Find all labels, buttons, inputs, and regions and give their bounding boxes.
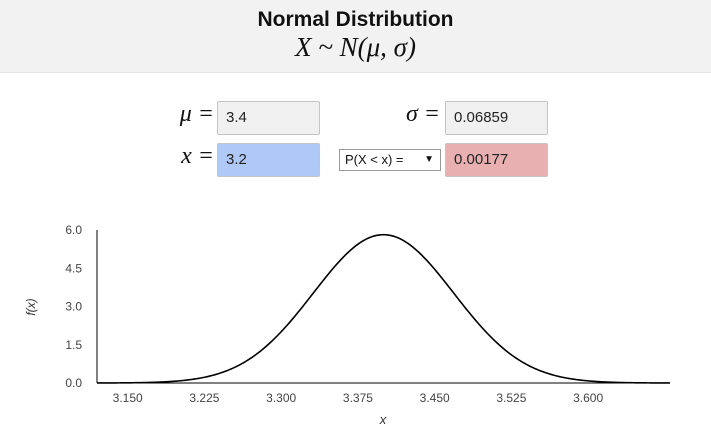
- result-output: 0.00177: [445, 143, 548, 177]
- density-curve: [97, 233, 670, 384]
- y-axis-label: f(x): [24, 298, 38, 315]
- x-tick-labels: 3.150 3.225 3.300 3.375 3.450 3.525 3.600: [113, 391, 604, 405]
- x-tick-label: 3.225: [189, 391, 219, 405]
- y-tick-labels: 0.0 1.5 3.0 4.5 6.0: [65, 223, 82, 390]
- probability-type-select[interactable]: P(X < x) = ▼: [339, 149, 441, 171]
- y-tick-label: 0.0: [65, 376, 82, 390]
- x-input[interactable]: 3.2: [217, 143, 320, 177]
- x-tick-label: 3.600: [573, 391, 603, 405]
- x-tick-label: 3.300: [266, 391, 296, 405]
- distribution-formula: X ~ N(μ, σ): [295, 32, 416, 62]
- x-tick-label: 3.150: [113, 391, 143, 405]
- distribution-chart: 0.0 1.5 3.0 4.5 6.0 3.150 3.225 3.300 3.375 3.45…: [24, 223, 670, 427]
- y-tick-label: 1.5: [65, 338, 82, 352]
- x-label: x =: [181, 143, 214, 169]
- mu-label: μ =: [179, 101, 214, 127]
- y-tick-label: 6.0: [65, 223, 82, 237]
- page-title: Normal Distribution: [257, 8, 454, 31]
- x-tick-label: 3.375: [343, 391, 373, 405]
- x-axis-label: x: [379, 412, 387, 427]
- probability-type-label: P(X < x) =: [345, 152, 404, 167]
- header: Normal Distribution X ~ N(μ, σ): [0, 0, 711, 73]
- mu-input[interactable]: 3.4: [217, 101, 320, 135]
- x-tick-label: 3.525: [496, 391, 526, 405]
- sigma-input[interactable]: 0.06859: [445, 101, 548, 135]
- y-tick-label: 3.0: [65, 300, 82, 314]
- sigma-label: σ =: [405, 101, 440, 127]
- caret-down-icon: ▼: [424, 154, 434, 165]
- y-tick-label: 4.5: [65, 261, 82, 275]
- x-tick-label: 3.450: [420, 391, 450, 405]
